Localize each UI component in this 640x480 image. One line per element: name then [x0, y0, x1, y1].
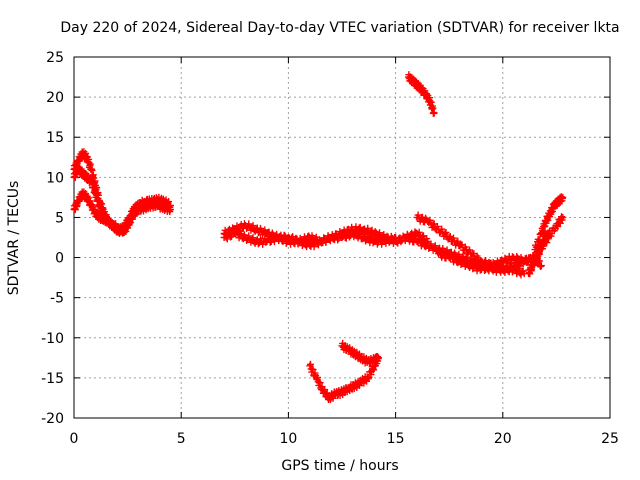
data-point — [457, 261, 465, 269]
data-point — [326, 237, 334, 245]
x-tick-label: 20 — [494, 431, 512, 447]
data-point — [481, 266, 489, 274]
data-point — [374, 354, 382, 362]
data-point — [371, 228, 379, 236]
data-points — [70, 71, 567, 403]
data-point — [438, 225, 446, 233]
data-point — [463, 258, 471, 266]
data-point — [394, 239, 402, 247]
data-point — [466, 246, 474, 254]
y-tick-label: -5 — [50, 291, 64, 307]
data-point — [517, 271, 525, 279]
y-tick-label: -20 — [41, 411, 64, 427]
data-point — [376, 229, 384, 237]
data-point — [389, 237, 397, 245]
y-tick-label: 25 — [46, 50, 64, 66]
data-point — [265, 228, 273, 236]
y-axis-label: SDTVAR / TECUs — [6, 181, 22, 296]
data-point — [308, 238, 316, 246]
data-point — [559, 213, 567, 221]
data-point — [310, 243, 318, 251]
data-point — [280, 234, 288, 242]
data-point — [166, 205, 174, 213]
series-arc-7 — [525, 227, 554, 278]
data-point — [559, 193, 567, 201]
data-point — [425, 244, 433, 252]
data-point — [397, 238, 405, 246]
data-point — [356, 230, 364, 238]
series-arc-2b — [220, 227, 400, 251]
data-point — [430, 109, 438, 117]
data-point — [452, 253, 460, 261]
data-point — [442, 228, 450, 236]
data-point — [408, 233, 416, 241]
data-point — [237, 221, 245, 229]
data-point — [382, 239, 390, 247]
data-point — [501, 254, 509, 262]
y-tick-label: 0 — [55, 251, 64, 267]
data-point — [113, 223, 121, 231]
y-tick-label: 15 — [46, 130, 64, 146]
data-point — [546, 229, 554, 237]
x-axis-label: GPS time / hours — [281, 458, 398, 474]
data-point — [418, 213, 426, 221]
data-point — [277, 232, 285, 240]
y-tick-label: -15 — [41, 371, 64, 387]
data-point — [431, 242, 439, 250]
plot-frame — [73, 56, 611, 419]
data-point — [459, 256, 467, 264]
data-point — [249, 222, 257, 230]
data-point — [523, 258, 531, 266]
data-point — [495, 262, 503, 270]
data-point — [243, 236, 251, 244]
data-point — [249, 234, 257, 242]
series-arc-9 — [306, 353, 382, 403]
y-tick-label: -10 — [41, 331, 64, 347]
x-tick-label: 0 — [70, 431, 79, 447]
data-point — [440, 249, 448, 257]
series-arc-5 — [434, 247, 528, 279]
x-tick-label: 10 — [279, 431, 297, 447]
data-point — [266, 238, 274, 246]
series-arc-10 — [338, 339, 382, 367]
x-tick-label: 25 — [601, 431, 619, 447]
data-point — [427, 240, 435, 248]
data-point — [415, 228, 423, 236]
y-tick-label: 10 — [46, 170, 64, 186]
data-point — [426, 216, 434, 224]
y-tick-label: 5 — [55, 210, 64, 226]
data-point — [517, 254, 525, 262]
chart-title: Day 220 of 2024, Sidereal Day-to-day VTE… — [60, 20, 619, 36]
data-point — [474, 254, 482, 262]
data-point — [342, 234, 350, 242]
x-axis: 0 5 10 15 20 25 — [70, 57, 619, 447]
data-point — [245, 220, 253, 228]
data-point — [392, 234, 400, 241]
x-tick-label: 15 — [387, 431, 405, 447]
data-point — [419, 237, 427, 245]
data-point — [454, 237, 462, 245]
data-point — [243, 224, 251, 232]
data-point — [491, 260, 499, 268]
data-point — [245, 232, 253, 240]
data-point — [237, 229, 245, 237]
data-point — [537, 262, 545, 270]
y-tick-label: 20 — [46, 90, 64, 106]
series-arc-8 — [404, 71, 438, 117]
y-axis: 25 20 15 10 5 0 -5 -10 -15 -20 — [41, 50, 610, 427]
data-point — [446, 232, 454, 240]
data-point — [399, 232, 407, 240]
series-arc-1c — [70, 163, 121, 234]
series-arc-6 — [531, 193, 567, 254]
x-tick-label: 5 — [177, 431, 186, 447]
